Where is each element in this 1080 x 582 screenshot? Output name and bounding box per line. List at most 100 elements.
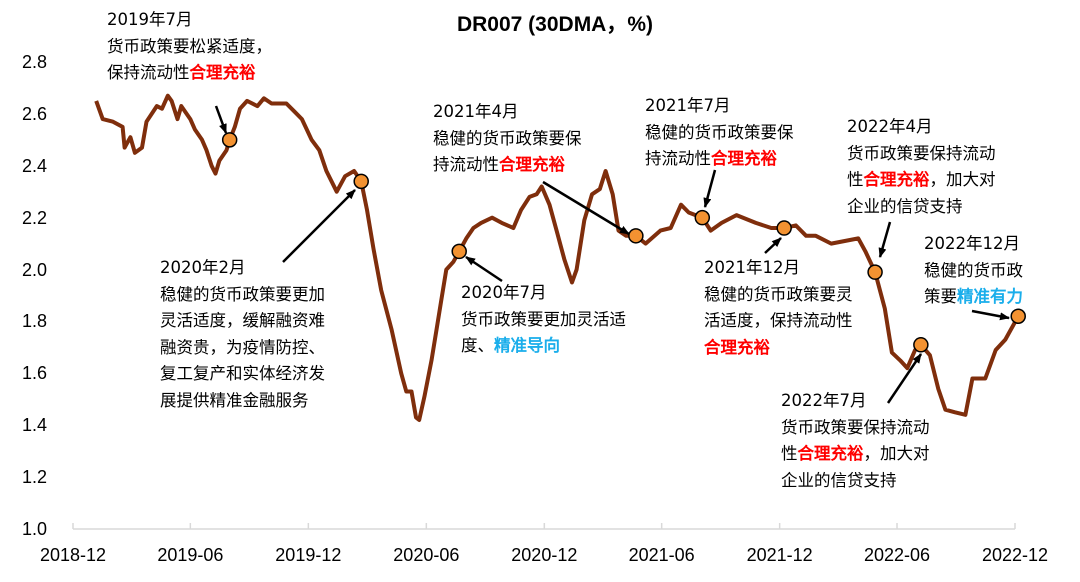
annotation-text: 2022年7月 货币政策要保持流动 性合理充裕，加大对 企业的信贷支持 xyxy=(781,388,930,494)
annotation-line: 展提供精准金融服务 xyxy=(160,388,325,415)
annotation-segment: 货币政策要更加灵活适 xyxy=(461,309,626,329)
x-tick-label: 2021-12 xyxy=(746,545,813,565)
y-tick-label: 1.0 xyxy=(21,519,47,539)
annotation-text: 2022年4月 货币政策要保持流动 性合理充裕，加大对 企业的信贷支持 xyxy=(847,114,996,220)
annotation-segment: 策要 xyxy=(924,287,957,307)
annotation-segment: 活适度，保持流动性 xyxy=(704,311,853,331)
annotation-segment: 2020年7月 xyxy=(461,283,547,302)
x-tick-label: 2022-12 xyxy=(981,545,1049,565)
annotation-marker xyxy=(1010,308,1026,325)
highlight-text: 合理充裕 xyxy=(863,170,930,190)
annotation-marker xyxy=(867,264,883,280)
annotation-line: 2020年2月 xyxy=(160,255,325,282)
annotation-line: 2022年4月 xyxy=(847,114,996,141)
arrow-2022-12 xyxy=(971,309,1010,321)
y-tick-label: 2.6 xyxy=(21,103,47,124)
highlight-text: 合理充裕 xyxy=(797,444,864,464)
annotation-segment: 货币政策要松紧适度， xyxy=(107,36,272,56)
annotation-line: 性合理充裕，加大对 xyxy=(847,167,996,194)
x-tick-label: 2020-12 xyxy=(511,545,578,565)
x-tick-label: 2020-06 xyxy=(393,545,460,565)
annotation-line: 稳健的货币政策要保 xyxy=(645,120,794,147)
y-tick-label: 1.2 xyxy=(21,467,47,488)
annotation-segment: 灵活适度，缓解融资难 xyxy=(160,311,325,331)
annotation-segment: 稳健的货币政策要保 xyxy=(645,122,794,142)
annotation-line: 策要精准有力 xyxy=(924,284,1023,311)
annotation-line: 活适度，保持流动性 xyxy=(704,308,853,335)
x-tick-label: 2022-06 xyxy=(863,545,931,565)
arrow-2020-02 xyxy=(282,189,356,263)
annotation-segment: 性 xyxy=(847,170,864,190)
annotation-segment: 稳健的货币政策要保 xyxy=(433,128,582,148)
x-tick-label: 2021-06 xyxy=(628,545,695,565)
annotation-line: 持流动性合理充裕 xyxy=(645,146,794,173)
x-tick-label: 2019-06 xyxy=(157,545,224,565)
annotation-line: 稳健的货币政策要更加 xyxy=(160,282,325,309)
arrow-2022-07 xyxy=(886,353,923,404)
annotation-marker xyxy=(353,173,369,190)
annotation-line: 2021年12月 xyxy=(704,255,853,282)
annotation-line: 企业的信贷支持 xyxy=(781,468,930,495)
annotation-segment: 企业的信贷支持 xyxy=(847,196,963,216)
annotation-marker xyxy=(628,228,644,244)
annotation-line: 2019年7月 xyxy=(107,7,272,34)
arrow-2022-04 xyxy=(878,221,892,258)
annotation-line: 2020年7月 xyxy=(461,280,626,307)
annotation-line: 货币政策要保持流动 xyxy=(781,415,930,442)
y-tick-label: 1.4 xyxy=(21,415,47,436)
arrow-2021-07 xyxy=(703,169,717,208)
annotation-segment: 企业的信贷支持 xyxy=(781,470,897,490)
annotation-segment: 稳健的货币政策要更加 xyxy=(160,284,325,304)
highlight-text: 精准导向 xyxy=(494,336,560,356)
annotation-line: 2022年7月 xyxy=(781,388,930,415)
annotation-line: 保持流动性合理充裕 xyxy=(107,60,272,87)
annotation-segment: ，加大对 xyxy=(863,444,930,464)
arrow-2021-12 xyxy=(764,237,782,254)
annotation-text: 2021年7月 稳健的货币政策要保 持流动性合理充裕 xyxy=(645,93,794,173)
annotation-segment: 2021年7月 xyxy=(645,96,731,115)
annotation-arrows xyxy=(214,105,1010,404)
annotation-text: 2021年12月 稳健的货币政策要灵 活适度，保持流动性 合理充裕 xyxy=(704,255,853,361)
annotation-marker xyxy=(913,337,929,353)
annotation-segment: ，加大对 xyxy=(929,170,996,190)
y-tick-label: 2.8 xyxy=(21,52,47,72)
annotation-line: 货币政策要更加灵活适 xyxy=(461,307,626,334)
dr007-line xyxy=(94,93,1020,422)
annotation-marker xyxy=(776,220,792,236)
annotation-line: 灵活适度，缓解融资难 xyxy=(160,308,325,335)
annotation-segment: 2021年4月 xyxy=(433,102,519,121)
annotation-line: 稳健的货币政策要灵 xyxy=(704,282,853,309)
annotation-marker xyxy=(694,209,711,226)
highlight-text: 精准有力 xyxy=(957,287,1023,307)
highlight-text: 合理充裕 xyxy=(499,155,565,175)
annotation-segment: 货币政策要保持流动 xyxy=(847,143,996,163)
annotation-marker xyxy=(221,132,238,148)
annotation-segment: 货币政策要保持流动 xyxy=(781,417,930,437)
annotation-line: 货币政策要松紧适度， xyxy=(107,34,272,61)
annotation-segment: 融资贵，为疫情防控、 xyxy=(160,337,325,357)
annotation-line: 2022年12月 xyxy=(924,231,1023,258)
y-tick-label: 2.2 xyxy=(21,207,47,228)
highlight-text: 合理充裕 xyxy=(711,149,777,169)
annotation-segment: 度、 xyxy=(461,336,494,356)
annotation-line: 企业的信贷支持 xyxy=(847,194,996,221)
x-tick-label: 2019-12 xyxy=(275,545,342,565)
annotation-text: 2020年2月 稳健的货币政策要更加 灵活适度，缓解融资难 融资贵，为疫情防控、复工复… xyxy=(160,255,325,415)
arrow-2019-07 xyxy=(214,105,228,134)
annotation-segment: 保持流动性 xyxy=(107,63,190,83)
annotation-text: 2021年4月 稳健的货币政策要保 持流动性合理充裕 xyxy=(433,99,582,179)
annotation-text: 2020年7月 货币政策要更加灵活适 度、精准导向 xyxy=(461,280,626,360)
y-tick-label: 2.4 xyxy=(21,155,47,176)
annotation-text: 2019年7月 货币政策要松紧适度， 保持流动性合理充裕 xyxy=(107,7,272,87)
annotation-line: 货币政策要保持流动 xyxy=(847,141,996,168)
annotation-line: 2021年4月 xyxy=(433,99,582,126)
arrow-2021-04 xyxy=(542,180,630,236)
annotation-line: 复工复产和实体经济发 xyxy=(160,361,325,388)
y-tick-label: 1.6 xyxy=(21,363,47,384)
annotation-line: 度、精准导向 xyxy=(461,333,626,360)
y-tick-label: 2.0 xyxy=(21,259,47,280)
annotation-segment: 2022年7月 xyxy=(781,391,867,410)
annotation-segment: 持流动性 xyxy=(645,149,711,169)
annotation-segment: 展提供精准金融服务 xyxy=(160,390,309,410)
